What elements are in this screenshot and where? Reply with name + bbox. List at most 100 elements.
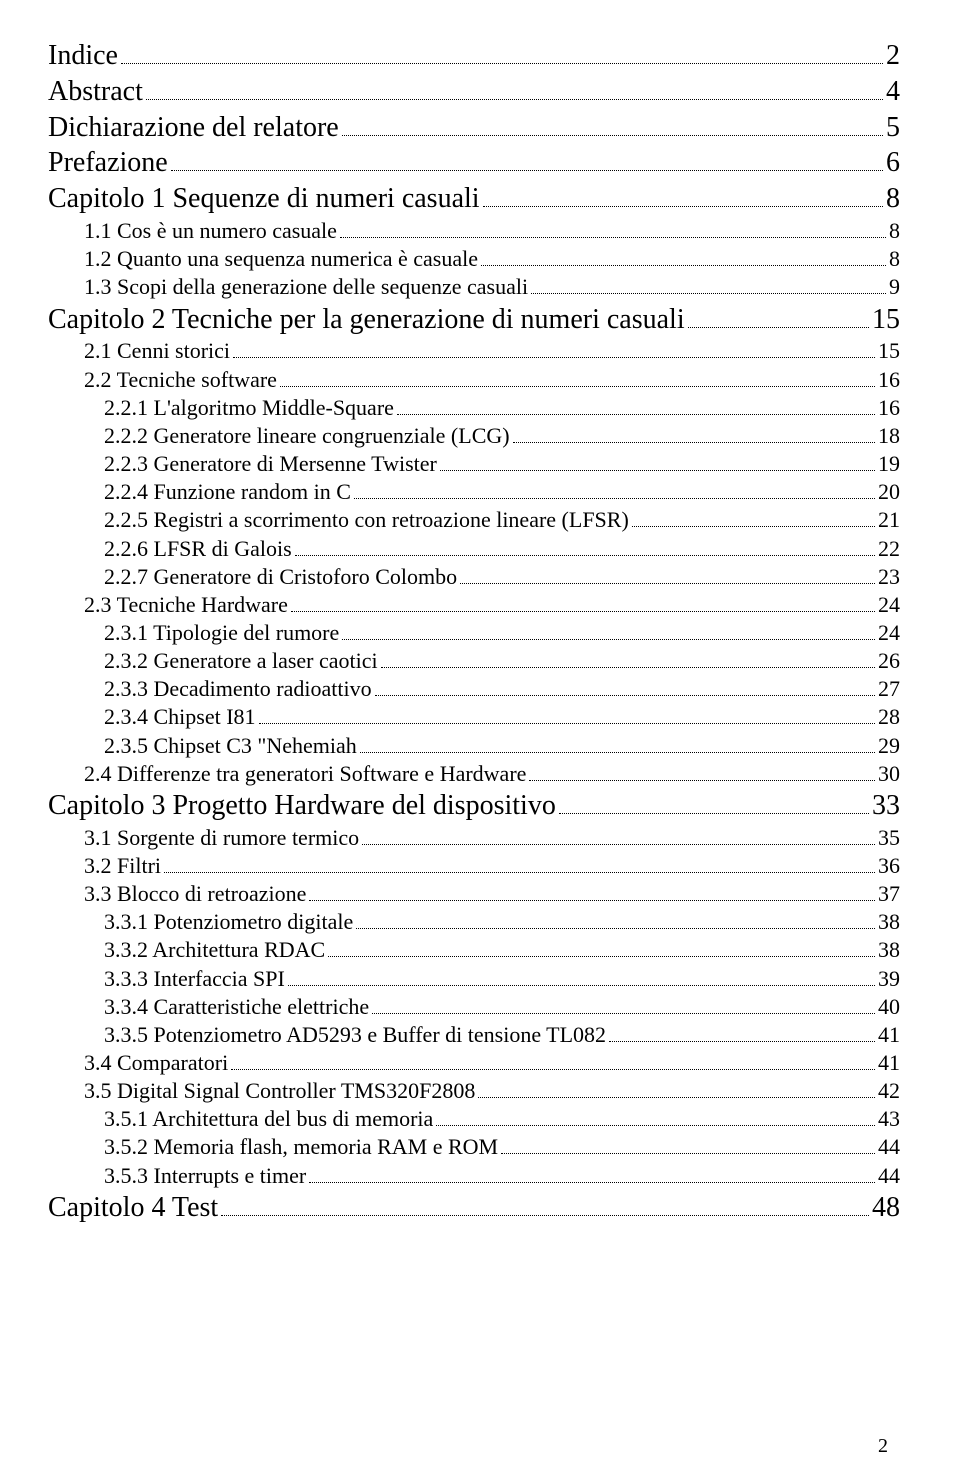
toc-entry: 1.3 Scopi della generazione delle sequen…: [48, 273, 900, 301]
toc-entry: 1.1 Cos è un numero casuale8: [48, 217, 900, 245]
toc-entry-label: 3.5.3 Interrupts e timer: [104, 1162, 306, 1190]
toc-leader-dots: [559, 813, 869, 814]
toc-entry: 3.4 Comparatori 41: [48, 1049, 900, 1077]
toc-leader-dots: [233, 357, 875, 358]
toc-entry-label: 3.3.3 Interfaccia SPI: [104, 965, 285, 993]
toc-entry-label: 2.3.1 Tipologie del rumore: [104, 619, 339, 647]
toc-leader-dots: [529, 780, 875, 781]
toc-entry: 2.2.1 L'algoritmo Middle-Square 16: [48, 394, 900, 422]
toc-entry-label: 2.3.5 Chipset C3 "Nehemiah: [104, 732, 357, 760]
toc-entry: 2.1 Cenni storici15: [48, 337, 900, 365]
toc-entry: Capitolo 1 Sequenze di numeri casuali 8: [48, 181, 900, 217]
toc-entry: 2.3.4 Chipset I81 28: [48, 703, 900, 731]
toc-entry-page: 42: [878, 1077, 900, 1105]
toc-leader-dots: [259, 723, 875, 724]
toc-entry-label: 2.3.2 Generatore a laser caotici: [104, 647, 378, 675]
toc-leader-dots: [146, 99, 883, 100]
toc-entry-label: 2.4 Differenze tra generatori Software e…: [84, 760, 526, 788]
toc-entry-label: 2.2.6 LFSR di Galois: [104, 535, 292, 563]
toc-entry-page: 27: [878, 675, 900, 703]
toc-entry-page: 44: [878, 1133, 900, 1161]
toc-leader-dots: [309, 1182, 875, 1183]
page-number: 2: [878, 1435, 888, 1458]
toc-entry: 3.3.2 Architettura RDAC 38: [48, 936, 900, 964]
toc-entry-label: 2.2.2 Generatore lineare congruenziale (…: [104, 422, 510, 450]
toc-entry: 2.2 Tecniche software16: [48, 366, 900, 394]
toc-entry-page: 43: [878, 1105, 900, 1133]
toc-leader-dots: [288, 985, 875, 986]
toc-entry-label: 3.1 Sorgente di rumore termico: [84, 824, 359, 852]
toc-entry-label: Capitolo 3 Progetto Hardware del disposi…: [48, 788, 556, 824]
toc-entry-page: 21: [878, 506, 900, 534]
toc-entry-page: 23: [878, 563, 900, 591]
toc-entry-label: 3.3.2 Architettura RDAC: [104, 936, 325, 964]
toc-leader-dots: [381, 667, 875, 668]
toc-leader-dots: [356, 928, 875, 929]
toc-entry-page: 40: [878, 993, 900, 1021]
toc-entry-page: 38: [878, 908, 900, 936]
toc-entry-label: 3.3 Blocco di retroazione: [84, 880, 306, 908]
toc-entry-label: 2.2.1 L'algoritmo Middle-Square: [104, 394, 394, 422]
toc-entry-label: Capitolo 4 Test: [48, 1190, 218, 1226]
toc-entry: Dichiarazione del relatore5: [48, 110, 900, 146]
toc-entry-label: 1.2 Quanto una sequenza numerica è casua…: [84, 245, 478, 273]
toc-entry-page: 44: [878, 1162, 900, 1190]
toc-entry-label: 2.2.7 Generatore di Cristoforo Colombo: [104, 563, 457, 591]
toc-entry: 2.2.7 Generatore di Cristoforo Colombo 2…: [48, 563, 900, 591]
toc-entry: 3.5.3 Interrupts e timer 44: [48, 1162, 900, 1190]
toc-entry-label: 3.3.4 Caratteristiche elettriche: [104, 993, 369, 1021]
toc-leader-dots: [295, 555, 875, 556]
toc-leader-dots: [360, 752, 875, 753]
toc-entry-label: 1.1 Cos è un numero casuale: [84, 217, 337, 245]
toc-leader-dots: [291, 611, 875, 612]
toc-entry-label: 2.2.4 Funzione random in C: [104, 478, 351, 506]
toc-entry-page: 8: [886, 181, 900, 217]
toc-entry-page: 19: [878, 450, 900, 478]
toc-entry-label: 1.3 Scopi della generazione delle sequen…: [84, 273, 528, 301]
toc-entry-label: Dichiarazione del relatore: [48, 110, 339, 146]
toc-entry-label: 3.5.2 Memoria flash, memoria RAM e ROM: [104, 1133, 498, 1161]
toc-leader-dots: [121, 63, 883, 64]
toc-leader-dots: [362, 844, 875, 845]
toc-leader-dots: [481, 265, 886, 266]
toc-entry: 3.3.3 Interfaccia SPI39: [48, 965, 900, 993]
toc-entry-label: 3.4 Comparatori: [84, 1049, 228, 1077]
toc-entry-page: 24: [878, 619, 900, 647]
toc-entry-label: 2.3.4 Chipset I81: [104, 703, 256, 731]
toc-leader-dots: [372, 1013, 875, 1014]
toc-entry: 3.3.1 Potenziometro digitale 38: [48, 908, 900, 936]
toc-entry-page: 37: [878, 880, 900, 908]
toc-entry-page: 16: [878, 366, 900, 394]
toc-entry-page: 6: [886, 145, 900, 181]
toc-leader-dots: [688, 327, 869, 328]
toc-entry-label: 3.3.1 Potenziometro digitale: [104, 908, 353, 936]
toc-entry: 3.5.1 Architettura del bus di memoria 43: [48, 1105, 900, 1133]
toc-entry-label: 2.1 Cenni storici: [84, 337, 230, 365]
toc-entry-page: 41: [878, 1049, 900, 1077]
toc-entry-label: 2.2.5 Registri a scorrimento con retroaz…: [104, 506, 629, 534]
toc-entry: Abstract4: [48, 74, 900, 110]
toc-entry-page: 28: [878, 703, 900, 731]
toc-leader-dots: [231, 1069, 875, 1070]
toc-entry-page: 30: [878, 760, 900, 788]
toc-leader-dots: [354, 498, 875, 499]
toc-entry: Indice2: [48, 38, 900, 74]
toc-leader-dots: [309, 900, 875, 901]
toc-leader-dots: [164, 872, 875, 873]
toc-entry-label: Capitolo 1 Sequenze di numeri casuali: [48, 181, 480, 217]
toc-entry-label: 3.5.1 Architettura del bus di memoria: [104, 1105, 433, 1133]
toc-entry-page: 36: [878, 852, 900, 880]
toc-entry: 2.3 Tecniche Hardware 24: [48, 591, 900, 619]
toc-entry-label: 2.3 Tecniche Hardware: [84, 591, 288, 619]
toc-entry-label: Prefazione: [48, 145, 168, 181]
toc-entry-label: 3.3.5 Potenziometro AD5293 e Buffer di t…: [104, 1021, 606, 1049]
toc-entry: 2.4 Differenze tra generatori Software e…: [48, 760, 900, 788]
toc-entry-page: 16: [878, 394, 900, 422]
toc-leader-dots: [280, 386, 875, 387]
toc-entry-page: 38: [878, 936, 900, 964]
toc-leader-dots: [436, 1125, 875, 1126]
toc-entry-page: 29: [878, 732, 900, 760]
toc-entry: 2.2.2 Generatore lineare congruenziale (…: [48, 422, 900, 450]
toc-entry: 1.2 Quanto una sequenza numerica è casua…: [48, 245, 900, 273]
toc-entry-page: 24: [878, 591, 900, 619]
